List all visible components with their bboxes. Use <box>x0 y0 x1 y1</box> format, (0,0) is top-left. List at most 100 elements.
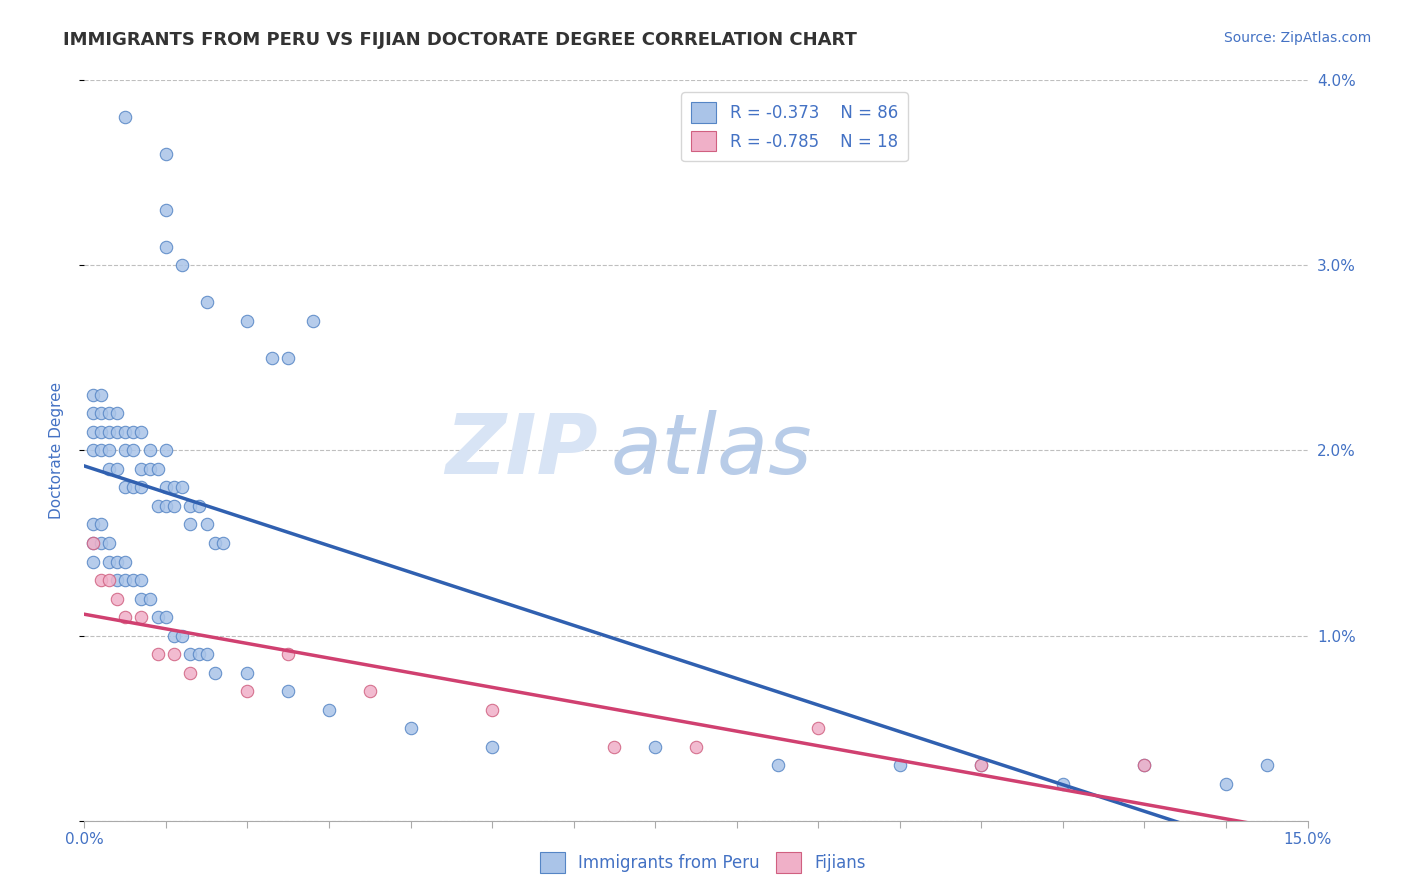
Point <box>970 758 993 772</box>
Point <box>155 499 177 513</box>
Point <box>146 610 169 624</box>
Point <box>90 407 112 421</box>
Point <box>318 703 340 717</box>
Point <box>114 554 136 569</box>
Point <box>122 425 145 439</box>
Point <box>163 481 186 495</box>
Point <box>131 573 153 587</box>
Point <box>114 481 136 495</box>
Point <box>90 517 112 532</box>
Point <box>82 536 104 550</box>
Point <box>82 388 104 402</box>
Point <box>97 554 120 569</box>
Point <box>195 647 218 661</box>
Point <box>131 462 153 476</box>
Point <box>114 573 136 587</box>
Point <box>82 425 104 439</box>
Point <box>481 703 503 717</box>
Point <box>204 665 226 680</box>
Point <box>172 628 194 642</box>
Point <box>172 481 194 495</box>
Point <box>122 573 145 587</box>
Text: IMMIGRANTS FROM PERU VS FIJIAN DOCTORATE DEGREE CORRELATION CHART: IMMIGRANTS FROM PERU VS FIJIAN DOCTORATE… <box>63 31 858 49</box>
Point <box>277 351 299 365</box>
Point <box>90 573 112 587</box>
Point <box>155 610 177 624</box>
Point <box>1133 758 1156 772</box>
Point <box>105 425 128 439</box>
Point <box>260 351 283 365</box>
Point <box>644 739 666 754</box>
Point <box>131 591 153 606</box>
Point <box>105 407 128 421</box>
Point <box>179 517 201 532</box>
Point <box>889 758 911 772</box>
Text: atlas: atlas <box>610 410 813 491</box>
Point <box>172 259 194 273</box>
Point <box>603 739 626 754</box>
Point <box>122 481 145 495</box>
Legend: Immigrants from Peru, Fijians: Immigrants from Peru, Fijians <box>533 846 873 880</box>
Point <box>105 554 128 569</box>
Point <box>155 481 177 495</box>
Point <box>1215 776 1237 791</box>
Point <box>195 517 218 532</box>
Point <box>131 610 153 624</box>
Point <box>131 481 153 495</box>
Point <box>163 647 186 661</box>
Point <box>187 647 209 661</box>
Point <box>277 647 299 661</box>
Point <box>163 628 186 642</box>
Point <box>82 536 104 550</box>
Point <box>212 536 235 550</box>
Point <box>481 739 503 754</box>
Point <box>90 536 112 550</box>
Point <box>105 591 128 606</box>
Point <box>97 443 120 458</box>
Point <box>807 721 830 735</box>
Point <box>155 147 177 161</box>
Point <box>114 443 136 458</box>
Point <box>146 462 169 476</box>
Point <box>187 499 209 513</box>
Point <box>155 443 177 458</box>
Point <box>179 665 201 680</box>
Point <box>97 536 120 550</box>
Point <box>163 499 186 513</box>
Point <box>236 684 259 698</box>
Point <box>146 499 169 513</box>
Point <box>138 462 160 476</box>
Point <box>399 721 422 735</box>
Point <box>90 425 112 439</box>
Point <box>179 499 201 513</box>
Point <box>82 517 104 532</box>
Point <box>277 684 299 698</box>
Text: Source: ZipAtlas.com: Source: ZipAtlas.com <box>1223 31 1371 45</box>
Point <box>685 739 707 754</box>
Point <box>359 684 381 698</box>
Point <box>179 647 201 661</box>
Point <box>204 536 226 550</box>
Point <box>82 554 104 569</box>
Point <box>114 610 136 624</box>
Point <box>146 647 169 661</box>
Point <box>1133 758 1156 772</box>
Point <box>236 314 259 328</box>
Point <box>301 314 323 328</box>
Point <box>97 573 120 587</box>
Point <box>97 407 120 421</box>
Point <box>155 240 177 254</box>
Y-axis label: Doctorate Degree: Doctorate Degree <box>49 382 63 519</box>
Point <box>155 202 177 217</box>
Point <box>90 443 112 458</box>
Legend: R = -0.373    N = 86, R = -0.785    N = 18: R = -0.373 N = 86, R = -0.785 N = 18 <box>682 92 908 161</box>
Point <box>766 758 789 772</box>
Point <box>122 443 145 458</box>
Point <box>138 591 160 606</box>
Point <box>138 443 160 458</box>
Point <box>970 758 993 772</box>
Point <box>105 573 128 587</box>
Point <box>1052 776 1074 791</box>
Point <box>97 425 120 439</box>
Point <box>236 665 259 680</box>
